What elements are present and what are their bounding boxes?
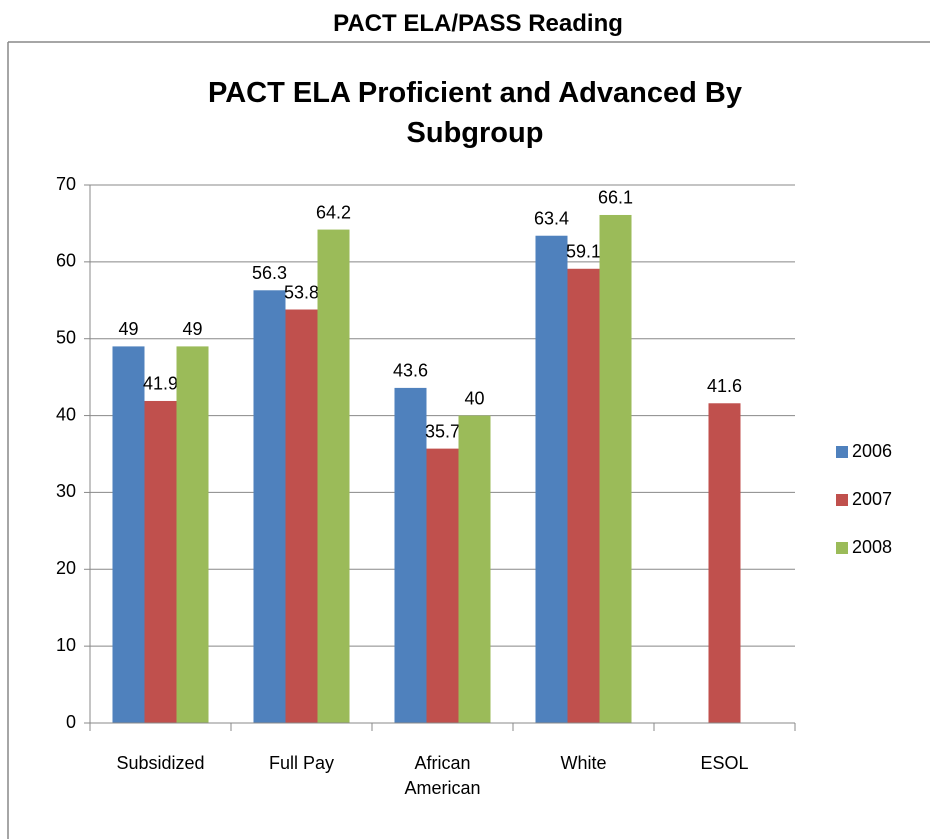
value-label: 49 (118, 319, 138, 339)
bar (426, 448, 459, 723)
y-tick-label: 30 (56, 481, 76, 501)
bar (394, 387, 427, 723)
chart-title: PACT ELA Proficient and Advanced By Subg… (208, 77, 742, 149)
value-label: 49 (182, 319, 202, 339)
bar (458, 415, 491, 723)
x-tick-label: ESOL (700, 753, 749, 773)
bar (599, 214, 632, 723)
y-tick-label: 20 (56, 558, 76, 578)
value-label: 41.9 (143, 374, 178, 394)
legend-swatch (836, 494, 848, 506)
bar (567, 268, 600, 723)
x-tick-label: Full Pay (268, 753, 335, 773)
legend-label: 2007 (852, 489, 892, 509)
value-label: 35.7 (425, 421, 460, 441)
y-tick-label: 0 (66, 712, 76, 732)
x-tick-label: African American (404, 753, 481, 798)
legend-swatch (836, 542, 848, 554)
y-tick-label: 70 (56, 174, 76, 194)
x-tick-label: Subsidized (116, 753, 205, 773)
x-tick-label: White (560, 753, 607, 773)
y-tick-label: 60 (56, 251, 76, 271)
y-tick-label: 10 (56, 635, 76, 655)
legend-label: 2008 (852, 537, 892, 557)
value-label: 40 (464, 388, 484, 408)
bar (708, 403, 741, 723)
y-tick-label: 40 (56, 404, 76, 424)
bar (144, 400, 177, 723)
value-label: 53.8 (284, 282, 319, 302)
value-label: 41.6 (707, 376, 742, 396)
value-label: 59.1 (566, 242, 601, 262)
legend-swatch (836, 446, 848, 458)
value-label: 63.4 (534, 208, 569, 228)
bar (253, 290, 286, 723)
bar (112, 346, 145, 723)
bar (176, 346, 209, 723)
value-label: 43.6 (393, 361, 428, 381)
value-label: 56.3 (252, 263, 287, 283)
page-title: PACT ELA/PASS Reading (333, 10, 623, 37)
bar (535, 235, 568, 723)
value-label: 64.2 (316, 202, 351, 222)
y-tick-label: 50 (56, 327, 76, 347)
legend-label: 2006 (852, 441, 892, 461)
bar (317, 229, 350, 723)
bar (285, 309, 318, 723)
value-label: 66.1 (598, 188, 633, 208)
